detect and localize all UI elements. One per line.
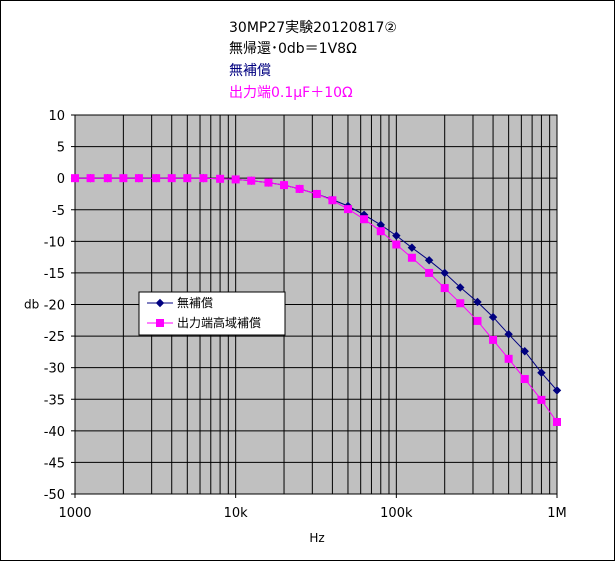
chart-title-line-1: 30MP27実験20120817② <box>229 20 397 36</box>
series-2-point <box>264 178 273 187</box>
series-1-point <box>456 283 465 292</box>
series-1-point <box>440 268 449 278</box>
series-1-point <box>473 297 482 307</box>
series-2-point <box>456 299 465 308</box>
series-2-point <box>473 316 482 325</box>
y-tick-label: -40 <box>44 425 65 440</box>
series-2-point <box>199 174 208 183</box>
series-2-point <box>360 215 369 224</box>
series-2-point <box>489 335 498 344</box>
y-tick-label: -15 <box>44 267 65 282</box>
series-2-point <box>328 196 337 205</box>
series-2-point <box>247 176 256 185</box>
x-tick-label: 100k <box>380 506 413 521</box>
legend-marker-2 <box>156 319 164 327</box>
series-2-point <box>103 174 112 183</box>
series-1-point <box>392 231 401 240</box>
series-2-point <box>71 174 79 183</box>
series-2-point <box>167 174 176 183</box>
series-2-point <box>119 174 128 183</box>
series-2-point <box>553 417 561 426</box>
y-tick-label: -20 <box>44 299 65 314</box>
y-tick-label: 0 <box>57 172 65 187</box>
y-tick-label: -25 <box>44 330 65 345</box>
series-2-point <box>376 227 385 236</box>
series-1-point <box>537 368 546 377</box>
chart-title-line-4: 出力端0.1μF＋10Ω <box>229 85 353 101</box>
series-2-point <box>520 375 529 384</box>
y-axis-label: db <box>24 298 39 312</box>
x-axis-label: Hz <box>309 531 324 545</box>
x-tick-label: 1000 <box>58 506 91 521</box>
series-2-point <box>134 174 143 183</box>
chart-title-line-3: 無補償 <box>229 63 271 79</box>
series-2-point <box>86 174 95 183</box>
series-2-point <box>312 189 321 198</box>
legend-label-2: 出力端高域補償 <box>177 315 261 330</box>
series-1-point <box>488 312 498 322</box>
y-tick-label: -30 <box>44 362 65 377</box>
series-2-point <box>183 174 192 183</box>
series-2-point <box>392 240 401 249</box>
y-tick-label: -50 <box>44 488 65 503</box>
x-tick-label: 1M <box>547 506 567 521</box>
legend-box <box>138 291 286 336</box>
legend-label-1: 無補償 <box>177 295 213 310</box>
y-tick-label: -5 <box>52 204 65 219</box>
series-1-point <box>552 386 562 395</box>
y-tick-label: 5 <box>57 141 65 156</box>
series-1-point <box>520 347 529 356</box>
y-tick-label: -10 <box>44 235 65 250</box>
y-tick-label: -45 <box>44 456 65 471</box>
series-2-point <box>231 175 240 184</box>
series-2-point <box>343 205 352 214</box>
series-2-point <box>440 284 449 293</box>
series-2-point <box>504 354 513 363</box>
series-1-point <box>424 256 434 265</box>
series-2-point <box>152 174 161 183</box>
series-2-point <box>537 395 546 404</box>
legend-marker-1 <box>155 298 165 308</box>
y-tick-label: 10 <box>48 109 65 124</box>
series-2-point <box>295 184 304 193</box>
series-2-point <box>280 181 289 190</box>
series-1-point <box>504 329 513 339</box>
x-tick-label: 10k <box>224 506 249 521</box>
series-2-point <box>216 174 225 183</box>
chart-title-line-2: 無帰還･0db＝1V8Ω <box>229 41 357 57</box>
series-2-point <box>407 253 416 262</box>
y-tick-label: -35 <box>44 393 65 408</box>
series-2-point <box>425 268 434 277</box>
series-1-point <box>407 243 417 252</box>
